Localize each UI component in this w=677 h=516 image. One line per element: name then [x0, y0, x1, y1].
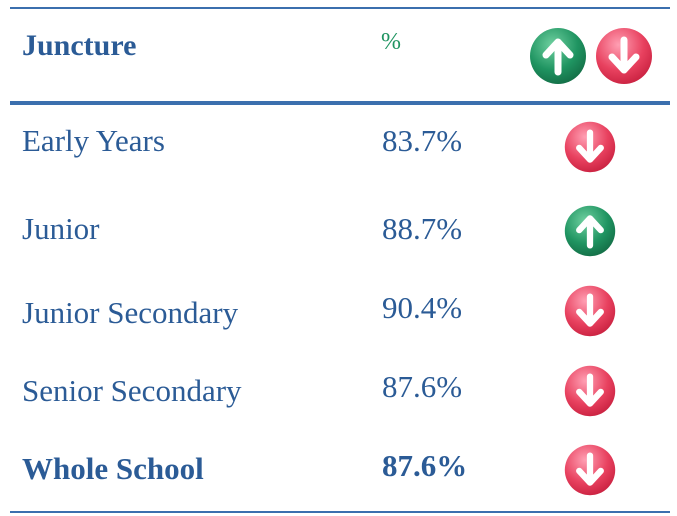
- row-label: Junior: [22, 211, 100, 246]
- down-icon: [563, 120, 617, 174]
- row-value: 88.7%: [382, 211, 463, 246]
- row-label: Junior Secondary: [22, 295, 239, 330]
- row-label: Early Years: [22, 123, 165, 158]
- up-icon: [528, 26, 588, 86]
- up-icon: [563, 204, 617, 258]
- header-juncture: Juncture: [22, 29, 137, 62]
- down-icon: [563, 443, 617, 497]
- row-value: 87.6%: [382, 369, 463, 404]
- down-icon: [563, 284, 617, 338]
- header-rule: [10, 101, 670, 105]
- row-value: 90.4%: [382, 290, 463, 325]
- row-value: 87.6%: [382, 448, 468, 483]
- bottom-rule: [10, 511, 670, 513]
- down-icon: [594, 26, 654, 86]
- row-label: Senior Secondary: [22, 373, 242, 408]
- row-label: Whole School: [22, 451, 204, 486]
- down-icon: [563, 364, 617, 418]
- header-percent: %: [381, 29, 401, 55]
- top-rule: [10, 7, 670, 9]
- row-value: 83.7%: [382, 123, 463, 158]
